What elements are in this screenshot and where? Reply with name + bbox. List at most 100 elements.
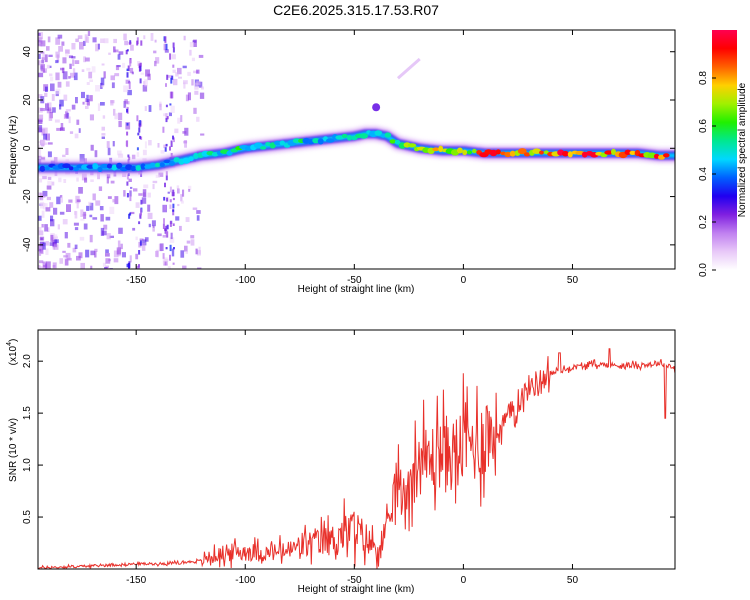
spectrogram-ridge-peak — [624, 149, 632, 155]
spectrogram-ridge-peak — [193, 152, 199, 159]
spectrogram-frame — [37, 29, 676, 270]
spectrogram-ridge-peak — [462, 149, 468, 156]
spectrogram-ridge-peak — [163, 159, 171, 164]
spectrogram-noise — [169, 204, 172, 209]
spectrogram-noise — [155, 57, 160, 64]
spectrogram-noise — [85, 105, 89, 109]
spectrogram-noise — [107, 196, 112, 199]
spectrogram-noise — [76, 119, 80, 125]
spectrogram-noise — [111, 82, 115, 89]
spectrogram-noise — [74, 227, 79, 231]
spectrogram-noise — [72, 247, 77, 253]
spectrogram-noise — [65, 49, 70, 54]
spectrogram-noise — [136, 147, 139, 151]
spectrogram-ridge-peak — [312, 138, 320, 144]
spectrogram-noise — [38, 227, 42, 232]
spectrogram-noise — [140, 40, 143, 46]
spectrogram-noise — [79, 154, 85, 162]
spectrogram-ridge-peak — [663, 153, 670, 158]
snr-y-axis: 0.5 1.0 1.5 2.0 — [22, 354, 675, 524]
spectrogram-noise — [164, 228, 166, 231]
spectrogram-noise — [129, 255, 132, 263]
snr-y-label: SNR (10 * v/v) — [8, 418, 19, 482]
spectrogram-noise — [135, 253, 139, 260]
spectrogram-noise — [55, 37, 61, 45]
spectrogram-y-axis: -40 -20 0 20 40 — [22, 46, 675, 252]
spectrogram-noise — [169, 146, 171, 151]
spectrogram-noise — [142, 189, 147, 197]
spectrogram-noise — [175, 216, 180, 221]
spectrogram-noise — [166, 116, 169, 120]
spectrogram-noise — [57, 34, 63, 39]
spectrogram-noise — [178, 76, 182, 79]
spectrogram-noise — [166, 224, 169, 230]
spectrogram-noise — [171, 54, 176, 60]
spectrogram-noise — [101, 133, 106, 136]
spectrogram-noise — [76, 199, 81, 203]
spectrogram-noise — [135, 236, 138, 241]
spectrogram-noise — [40, 108, 45, 112]
spectrogram-noise — [109, 235, 114, 238]
colorbar-gradient — [712, 30, 737, 270]
spectrogram-noise — [89, 114, 94, 121]
spectrogram-noise — [112, 199, 116, 203]
spectrogram-noise — [101, 126, 105, 131]
spectrogram-noise — [148, 223, 151, 228]
y-tick-label: -40 — [22, 237, 33, 252]
spectrogram-noise — [138, 123, 141, 128]
spectrogram-noise — [38, 37, 43, 45]
spectrogram-noise — [39, 260, 44, 264]
x-tick-label: 50 — [567, 575, 579, 586]
spectrogram-ridge-peak — [567, 151, 573, 158]
spectrogram-noise — [59, 258, 63, 264]
spectrogram-noise — [126, 108, 128, 113]
spectrogram-noise — [164, 182, 166, 188]
spectrogram-noise — [164, 205, 167, 211]
spectrogram-noise — [47, 36, 51, 43]
spectrogram-noise — [162, 235, 167, 238]
spectrogram-noise — [118, 153, 124, 158]
spectrogram-noise — [113, 38, 117, 44]
spectrogram-noise — [68, 199, 73, 203]
spectrogram-noise — [124, 40, 129, 46]
spectrogram-noise — [106, 141, 110, 148]
spectrogram-noise — [57, 224, 60, 230]
spectrogram-noise — [176, 185, 180, 189]
spectrogram-noise — [67, 257, 72, 261]
spectrogram-noise — [38, 125, 43, 132]
spectrogram-noise — [88, 71, 93, 79]
spectrogram-noise — [128, 213, 131, 219]
spectrogram-ridge-peak — [106, 163, 113, 169]
spectrogram-noise — [125, 106, 129, 109]
spectrogram-noise — [157, 143, 160, 148]
spectrogram-noise — [38, 155, 42, 158]
spectrogram-noise — [62, 219, 68, 225]
spectrogram-ridge-peak — [279, 140, 285, 146]
spectrogram-noise — [50, 83, 55, 92]
spectrogram-noise — [40, 51, 45, 54]
spectrogram-noise — [46, 64, 50, 69]
spectrogram-noise — [42, 52, 45, 60]
spectrogram-noise — [184, 140, 187, 148]
spectrogram-noise — [94, 150, 98, 158]
spectrogram-noise — [106, 176, 109, 184]
spectrogram-noise — [50, 76, 54, 82]
spectrogram-noise — [151, 220, 156, 227]
spectrogram-noise — [104, 267, 108, 269]
spectrogram-noise — [85, 57, 90, 62]
spectrogram-noise — [44, 224, 48, 232]
spectrogram-noise — [44, 54, 48, 63]
spectrogram-noise — [45, 86, 48, 92]
spectrogram-noise — [198, 54, 204, 58]
spectrogram-noise — [53, 207, 58, 215]
spectrogram-noise — [196, 69, 200, 74]
spectrogram-noise — [42, 190, 48, 197]
spectrogram-noise — [95, 85, 100, 92]
spectrogram-noise — [80, 262, 85, 269]
spectrogram-noise — [169, 186, 172, 193]
spectrogram-noise — [189, 42, 194, 48]
spectrogram-noise — [62, 71, 68, 80]
spectrogram-noise — [139, 238, 144, 241]
spectrogram-noise — [177, 117, 181, 124]
spectrogram-noise — [163, 43, 166, 51]
